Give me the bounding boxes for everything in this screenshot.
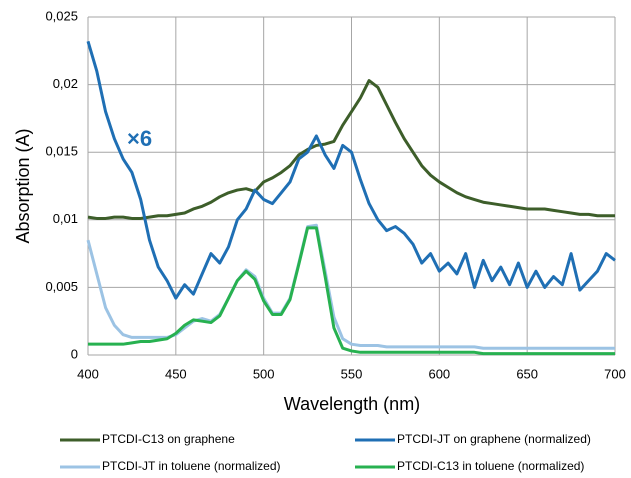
x-tick-label: 700	[604, 366, 626, 381]
legend-label: PTCDI-C13 in toluene (normalized)	[397, 459, 584, 473]
x-tick-label: 450	[165, 366, 187, 381]
legend-label: PTCDI-C13 on graphene	[102, 432, 235, 446]
x-tick-label: 400	[77, 366, 99, 381]
y-tick-label: 0,005	[45, 279, 78, 294]
x-axis-title: Wavelength (nm)	[284, 394, 420, 414]
series-line	[86, 40, 616, 300]
y-tick-label: 0,015	[45, 144, 78, 159]
y-axis-title: Absorption (A)	[13, 128, 33, 243]
legend-label: PTCDI-JT in toluene (normalized)	[102, 459, 281, 473]
y-tick-label: 0,01	[53, 211, 78, 226]
x-tick-label: 600	[428, 366, 450, 381]
legend-label: PTCDI-JT on graphene (normalized)	[397, 432, 591, 446]
x-tick-label: 500	[253, 366, 275, 381]
series-line	[88, 226, 615, 356]
y-tick-label: 0,025	[45, 8, 78, 23]
annotation: ×6	[127, 126, 152, 151]
y-tick-label: 0	[71, 346, 78, 361]
x-tick-label: 650	[516, 366, 538, 381]
y-tick-label: 0,02	[53, 76, 78, 91]
x-tick-label: 550	[341, 366, 363, 381]
series-line	[87, 79, 615, 220]
